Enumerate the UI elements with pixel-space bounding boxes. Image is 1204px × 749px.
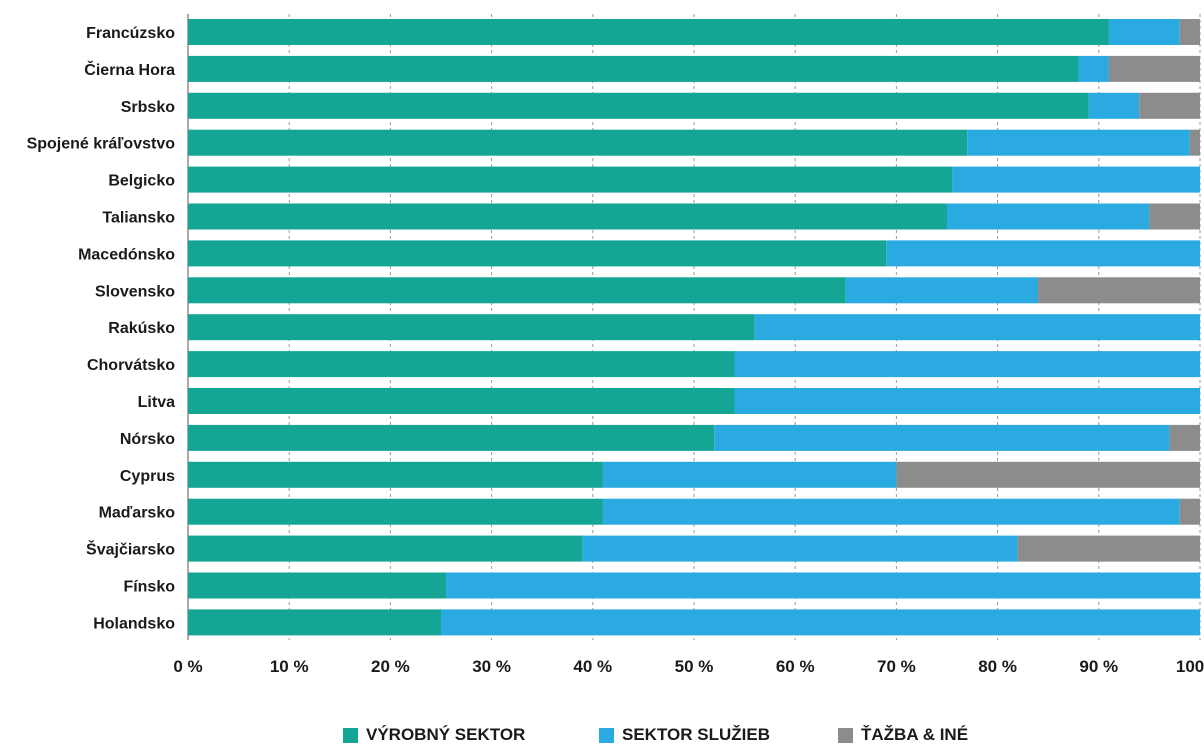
bar-segment <box>1149 203 1200 230</box>
category-label: Švajčiarsko <box>86 540 175 559</box>
bar-segment <box>754 314 1200 341</box>
category-label: Maďarsko <box>99 505 176 522</box>
bar-segment <box>188 240 887 267</box>
x-axis-ticks: 0 % 10 % 20 % 30 % 40 % 50 % 60 % 70 % 80 % 90 % 1… <box>173 657 1204 676</box>
category-label: Fínsko <box>123 579 175 596</box>
bar-segment <box>188 19 1109 45</box>
bar-segment <box>1017 535 1200 562</box>
bar-segment <box>602 461 897 488</box>
x-tick-label: 30 % <box>472 657 511 676</box>
bar-segment <box>734 388 1200 414</box>
legend-swatch <box>599 727 614 743</box>
bar-segment <box>734 351 1200 378</box>
bar-segment <box>446 572 1200 599</box>
bar-segment <box>1169 424 1200 451</box>
bar-segment <box>188 129 968 156</box>
bar-segment <box>967 129 1190 156</box>
x-tick-label: 100 % <box>1176 657 1204 676</box>
bar-segment <box>1179 19 1200 45</box>
legend-item-vyrobny-sektor: VÝROBNÝ SEKTOR <box>343 722 525 748</box>
category-label: Čierna Hora <box>84 60 175 79</box>
category-label: Litva <box>138 394 175 411</box>
legend-label: ŤAŽBA & INÉ <box>861 725 969 744</box>
bar-segment <box>1139 92 1200 119</box>
bar-segment <box>714 424 1170 451</box>
bar-segment <box>845 277 1039 304</box>
x-tick-label: 20 % <box>371 657 410 676</box>
bar-segment <box>188 166 953 193</box>
bar-segment <box>1108 19 1180 45</box>
x-tick-label: 40 % <box>573 657 612 676</box>
bar-segment <box>1189 129 1200 156</box>
bar-segment <box>188 535 583 562</box>
category-label: Cyprus <box>120 468 175 485</box>
bar-segment <box>188 498 603 525</box>
bar-segment <box>188 388 735 414</box>
bar-segment <box>1078 55 1109 82</box>
legend-label: VÝROBNÝ SEKTOR <box>366 725 526 744</box>
bar-segment <box>947 203 1150 230</box>
category-label: Holandsko <box>93 615 175 632</box>
bar-segment <box>1108 55 1200 82</box>
category-label: Srbsko <box>121 99 175 116</box>
legend-item-sektor-sluzieb: SEKTOR SLUŽIEB <box>599 722 770 748</box>
bar-segment <box>188 55 1079 82</box>
bars <box>188 19 1200 636</box>
x-tick-label: 10 % <box>270 657 309 676</box>
bar-segment <box>952 166 1200 193</box>
category-label: Macedónsko <box>78 246 175 263</box>
bar-segment <box>188 92 1089 119</box>
x-tick-label: 70 % <box>877 657 916 676</box>
bar-segment <box>188 351 735 378</box>
bar-segment <box>1179 498 1200 525</box>
legend-swatch <box>343 727 358 743</box>
bar-segment <box>886 240 1200 267</box>
bar-segment <box>441 609 1200 636</box>
x-tick-label: 0 % <box>173 657 202 676</box>
category-label: Spojené kráľovstvo <box>27 136 176 153</box>
bar-segment <box>602 498 1180 525</box>
x-tick-label: 90 % <box>1079 657 1118 676</box>
x-tick-label: 60 % <box>776 657 815 676</box>
category-label: Nórsko <box>120 431 175 448</box>
bar-segment <box>1088 92 1140 119</box>
legend-swatch <box>838 727 853 743</box>
category-label: Taliansko <box>102 210 175 227</box>
bar-segment <box>188 203 947 230</box>
bar-segment <box>188 572 447 599</box>
category-label: Francúzsko <box>86 25 175 42</box>
bar-segment <box>188 314 755 341</box>
category-label: Chorvátsko <box>87 357 175 374</box>
x-tick-label: 50 % <box>675 657 714 676</box>
bar-segment <box>582 535 1018 562</box>
bar-segment <box>188 609 441 636</box>
bar-segment <box>188 461 603 488</box>
bar-segment <box>188 424 715 451</box>
bar-segment <box>896 461 1200 488</box>
bar-segment <box>188 277 846 304</box>
legend-item-tazba-ine: ŤAŽBA & INÉ <box>838 722 968 748</box>
bar-segment <box>1038 277 1200 304</box>
category-label: Belgicko <box>108 173 175 190</box>
category-label: Slovensko <box>95 283 175 300</box>
legend: VÝROBNÝ SEKTOR SEKTOR SLUŽIEB ŤAŽBA & IN… <box>0 722 1204 748</box>
category-labels: Francúzsko Čierna Hora Srbsko Spojené kráľo… <box>27 25 176 632</box>
legend-label: SEKTOR SLUŽIEB <box>622 725 770 744</box>
x-tick-label: 80 % <box>978 657 1017 676</box>
category-label: Rakúsko <box>108 320 175 337</box>
